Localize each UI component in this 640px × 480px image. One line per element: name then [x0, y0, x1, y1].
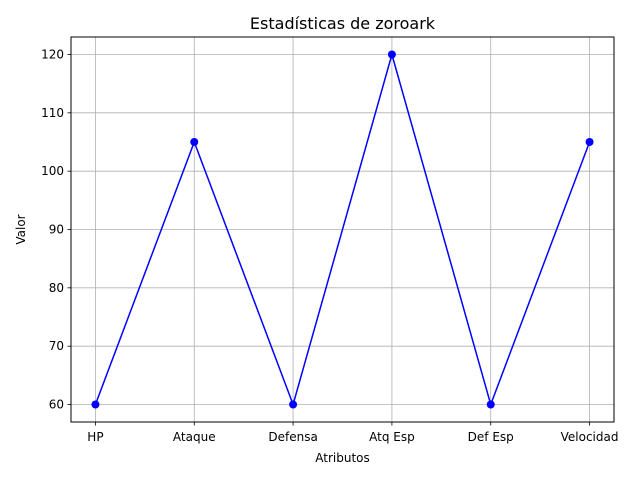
- y-tick-label: 90: [49, 223, 64, 237]
- y-tick-label: 60: [49, 398, 64, 412]
- y-tick-label: 100: [41, 164, 64, 178]
- data-point: [486, 400, 495, 409]
- grid: [71, 37, 614, 422]
- x-axis-label: Atributos: [315, 451, 370, 465]
- series-line: [94, 51, 591, 407]
- x-tick-label: HP: [87, 430, 103, 444]
- y-tick-label: 120: [41, 48, 64, 62]
- x-tick-label: Atq Esp: [369, 430, 415, 444]
- data-point: [190, 138, 199, 146]
- data-point: [585, 138, 594, 146]
- y-tick-label: 80: [49, 281, 64, 295]
- x-tick-label: Defensa: [268, 430, 317, 444]
- data-point: [289, 400, 298, 409]
- y-tick-label: 70: [49, 339, 64, 353]
- y-tick-label: 110: [41, 106, 64, 120]
- x-tick-label: Velocidad: [561, 430, 619, 444]
- series: [91, 50, 594, 409]
- ticks: 60 70 80 90 100 110 120 HP Ataque Defensa Atq Esp D…: [41, 48, 618, 445]
- chart-title: Estadísticas de zoroark: [250, 14, 436, 33]
- x-tick-label: Ataque: [173, 430, 216, 444]
- data-point: [91, 400, 100, 409]
- x-tick-label: Def Esp: [468, 430, 514, 444]
- data-point: [387, 50, 396, 59]
- y-axis-label: Valor: [14, 214, 28, 244]
- plot-frame: [70, 36, 615, 423]
